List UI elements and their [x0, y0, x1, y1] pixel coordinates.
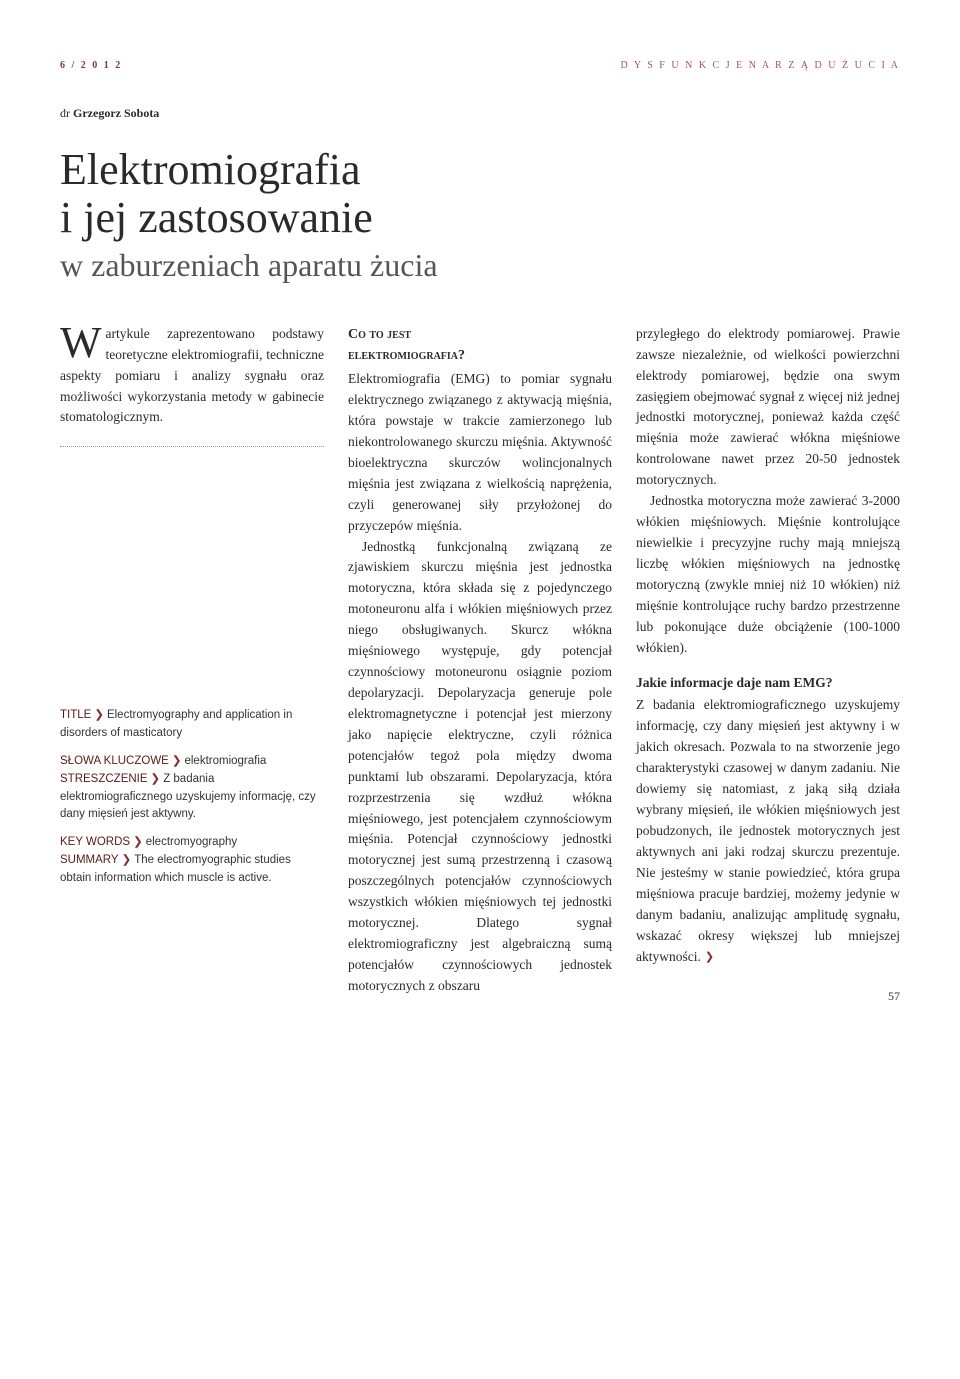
author-line: dr Grzegorz Sobota	[60, 106, 900, 121]
arrow-icon: ❯	[91, 709, 107, 721]
heading-line2: elektromiografia?	[348, 348, 465, 363]
column-1: W artykule zaprezentowano podstawy teore…	[60, 324, 324, 1006]
author-name: Grzegorz Sobota	[73, 106, 159, 120]
continue-arrow-icon: ❯	[705, 949, 714, 966]
meta-keywords-pl-label: SŁOWA KLUCZOWE	[60, 755, 169, 767]
column-2: Co to jest elektromiografia? Elektromiog…	[348, 324, 612, 1006]
author-prefix: dr	[60, 106, 70, 120]
col3-para2: Jednostka motoryczna może zawierać 3-200…	[636, 491, 900, 658]
dotted-separator	[60, 446, 324, 447]
meta-keywords-pl-text: elektromiografia	[184, 755, 266, 767]
col3-para1: przyległego do elektrody pomiarowej. Pra…	[636, 324, 900, 491]
meta-summary-en-label: SUMMARY	[60, 854, 119, 866]
section-heading: Co to jest elektromiografia?	[348, 324, 612, 367]
meta-block: TITLE❯Electromyography and application i…	[60, 707, 324, 887]
title-line1: Elektromiografia	[60, 145, 361, 194]
page-number: 57	[636, 987, 900, 1006]
arrow-icon: ❯	[148, 773, 164, 785]
col3-para3-text: Z badania elektromiograficznego uzyskuje…	[636, 697, 900, 963]
arrow-icon: ❯	[169, 755, 185, 767]
section-label: D Y S F U N K C J E N A R Z Ą D U Ż U C …	[621, 60, 900, 71]
arrow-icon: ❯	[130, 836, 146, 848]
heading-line1: Co to jest	[348, 327, 411, 342]
article-title: Elektromiografia i jej zastosowanie	[60, 146, 900, 243]
abstract-block: W artykule zaprezentowano podstawy teore…	[60, 324, 324, 429]
arrow-icon: ❯	[119, 854, 135, 866]
meta-summary-pl-label: STRESZCZENIE	[60, 773, 148, 785]
meta-title-label: TITLE	[60, 709, 91, 721]
meta-keywords-en-text: electromyography	[146, 836, 237, 848]
body-columns: W artykule zaprezentowano podstawy teore…	[60, 324, 900, 1006]
title-line2: i jej zastosowanie	[60, 193, 373, 242]
dropcap: W	[60, 324, 106, 361]
article-subtitle: w zaburzeniach aparatu żucia	[60, 247, 900, 284]
col3-para3: Z badania elektromiograficznego uzyskuje…	[636, 695, 900, 967]
col2-para2: Jednostką funkcjonalną związaną ze zjawi…	[348, 537, 612, 997]
col2-para1: Elektromiografia (EMG) to pomiar sygnału…	[348, 369, 612, 536]
page-header: 6 / 2 0 1 2 D Y S F U N K C J E N A R Z …	[60, 60, 900, 71]
col3-subhead: Jakie informacje daje nam EMG?	[636, 673, 900, 694]
issue-number: 6 / 2 0 1 2	[60, 60, 122, 71]
meta-keywords-en-label: KEY WORDS	[60, 836, 130, 848]
column-3: przyległego do elektrody pomiarowej. Pra…	[636, 324, 900, 1006]
